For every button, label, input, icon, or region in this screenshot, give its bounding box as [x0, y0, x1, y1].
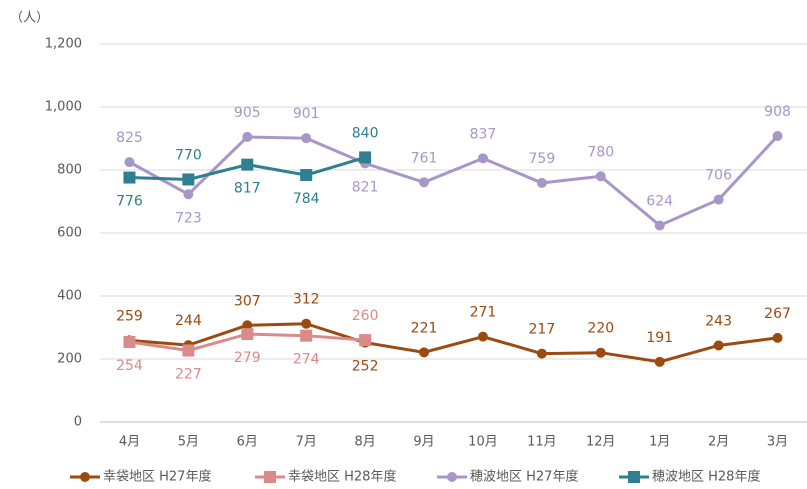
marker	[123, 335, 136, 348]
x-tick-label: 11月	[527, 435, 557, 450]
marker	[300, 329, 313, 342]
data-label: 901	[293, 106, 320, 122]
marker	[654, 220, 665, 231]
marker	[182, 173, 195, 186]
y-tick-label: 0	[74, 415, 82, 430]
x-tick-label: 2月	[708, 435, 729, 450]
marker	[359, 151, 372, 164]
marker	[595, 347, 606, 358]
marker	[242, 320, 253, 331]
data-label: 274	[293, 352, 320, 368]
data-label: 217	[529, 322, 556, 338]
data-label: 244	[175, 313, 202, 329]
data-label: 252	[352, 359, 379, 375]
data-label: 191	[646, 330, 673, 346]
data-label: 254	[116, 358, 143, 374]
y-tick-label: 1,200	[45, 37, 82, 52]
data-label: 784	[293, 191, 320, 207]
data-label: 279	[234, 350, 261, 366]
x-tick-label: 5月	[178, 435, 199, 450]
marker	[477, 331, 488, 342]
marker	[182, 344, 195, 357]
marker	[242, 131, 253, 142]
legend-label: 穂波地区 H27年度	[470, 469, 578, 485]
legend-label: 幸袋地区 H27年度	[103, 469, 211, 485]
series-line	[128, 134, 779, 228]
y-unit: （人）	[10, 11, 49, 26]
x-tick-label: 1月	[649, 435, 670, 450]
marker	[123, 171, 136, 184]
y-tick-label: 800	[57, 163, 82, 178]
x-tick-label: 10月	[468, 435, 498, 450]
y-tick-label: 400	[57, 289, 82, 304]
marker	[477, 153, 488, 164]
data-label: 307	[234, 293, 261, 309]
x-tick-label: 7月	[296, 435, 317, 450]
data-label: 825	[116, 130, 143, 146]
data-label: 817	[234, 181, 261, 197]
data-label: 221	[411, 320, 438, 336]
marker	[183, 189, 194, 200]
data-label: 837	[470, 126, 497, 142]
marker	[536, 348, 547, 359]
marker	[713, 340, 724, 351]
data-label: 243	[705, 313, 732, 329]
legend-marker	[628, 471, 640, 483]
data-label: 259	[116, 308, 143, 324]
y-tick-label: 1,000	[45, 100, 82, 115]
data-label: 780	[587, 144, 614, 160]
marker	[359, 334, 372, 347]
marker	[713, 194, 724, 205]
legend-marker	[264, 471, 276, 483]
x-tick-label: 8月	[354, 435, 375, 450]
data-label: 821	[352, 179, 379, 195]
data-label: 761	[411, 150, 438, 166]
x-tick-label: 4月	[119, 435, 140, 450]
marker	[241, 158, 254, 171]
data-label: 267	[764, 306, 791, 322]
data-label: 759	[529, 151, 556, 167]
y-tick-label: 200	[57, 352, 82, 367]
marker	[124, 157, 135, 168]
data-label: 770	[175, 147, 202, 163]
marker	[301, 318, 312, 329]
x-tick-label: 3月	[767, 435, 788, 450]
y-tick-label: 600	[57, 226, 82, 241]
x-tick-label: 12月	[586, 435, 616, 450]
data-label: 776	[116, 194, 143, 210]
data-label: 220	[587, 321, 614, 337]
data-label: 840	[352, 125, 379, 141]
legend-marker	[80, 472, 90, 482]
data-label: 271	[470, 305, 497, 321]
marker	[772, 332, 783, 343]
data-label: 908	[764, 104, 791, 120]
data-label: 227	[175, 366, 202, 382]
marker	[772, 130, 783, 141]
marker	[595, 171, 606, 182]
series-line	[129, 322, 778, 364]
marker	[419, 177, 430, 188]
x-tick-label: 6月	[237, 435, 258, 450]
data-label: 260	[352, 308, 379, 324]
data-label: 624	[646, 193, 673, 209]
data-label: 723	[175, 210, 202, 226]
legend-marker	[447, 472, 457, 482]
marker	[419, 347, 430, 358]
x-tick-label: 9月	[413, 435, 434, 450]
marker	[241, 328, 254, 341]
data-label: 905	[234, 105, 261, 121]
marker	[536, 177, 547, 188]
marker	[300, 169, 313, 182]
marker	[654, 356, 665, 367]
legend-label: 穂波地区 H28年度	[652, 469, 760, 485]
data-label: 706	[705, 168, 732, 184]
marker	[301, 133, 312, 144]
legend-label: 幸袋地区 H28年度	[288, 469, 396, 485]
data-label: 312	[293, 292, 320, 308]
